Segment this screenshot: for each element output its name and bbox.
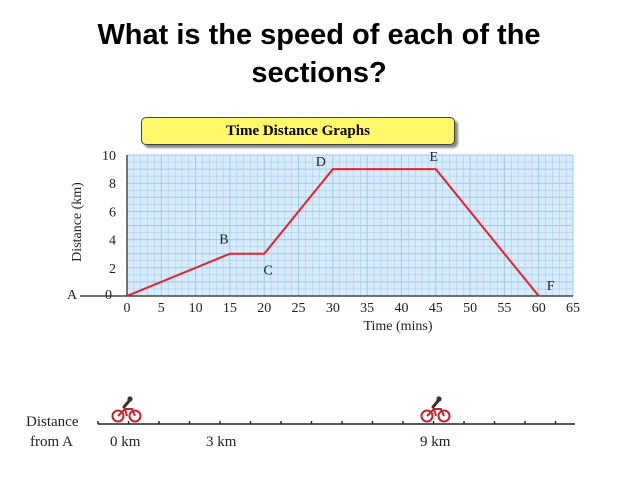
distance-marker-9km: 9 km	[420, 434, 451, 450]
distance-marker-3km: 3 km	[206, 434, 237, 450]
x-tick-label: 60	[532, 301, 546, 316]
x-axis-title: Time (mins)	[363, 319, 432, 334]
point-label-c: C	[264, 264, 273, 279]
y-tick-label: 2	[109, 262, 116, 277]
y-tick-label: 8	[109, 177, 116, 192]
x-tick-label: 10	[189, 301, 203, 316]
y-tick-label: 6	[109, 205, 116, 220]
point-label-b: B	[219, 233, 228, 248]
distance-label-line1: Distance	[26, 414, 79, 430]
x-tick-label: 0	[124, 301, 131, 316]
x-tick-label: 35	[360, 301, 374, 316]
origin-label-a: A	[67, 288, 78, 303]
distance-label-line2: from A	[30, 434, 73, 450]
x-tick-label: 45	[429, 301, 443, 316]
point-label-d: D	[316, 155, 326, 170]
x-tick-label: 55	[497, 301, 511, 316]
x-tick-label: 25	[292, 301, 306, 316]
y-axis-title: Distance (km)	[70, 182, 85, 262]
point-label-e: E	[429, 150, 438, 165]
x-tick-label: 20	[257, 301, 271, 316]
x-tick-label: 15	[223, 301, 237, 316]
distance-marker-0km: 0 km	[110, 434, 141, 450]
distance-time-line	[126, 168, 540, 297]
y-tick-label: 4	[109, 234, 116, 249]
point-label-f: F	[547, 279, 555, 294]
x-tick-label: 50	[463, 301, 477, 316]
x-tick-label: 65	[566, 301, 580, 316]
x-tick-label: 40	[394, 301, 408, 316]
slide-title: What is the speed of each of the section…	[97, 19, 541, 89]
cyclist-icon	[111, 396, 142, 423]
cyclist-icon	[420, 396, 451, 423]
chart-title-banner: Time Distance Graphs	[141, 117, 455, 145]
x-tick-label: 5	[158, 301, 165, 316]
y-tick-label: 10	[102, 149, 116, 164]
x-tick-label: 30	[326, 301, 340, 316]
